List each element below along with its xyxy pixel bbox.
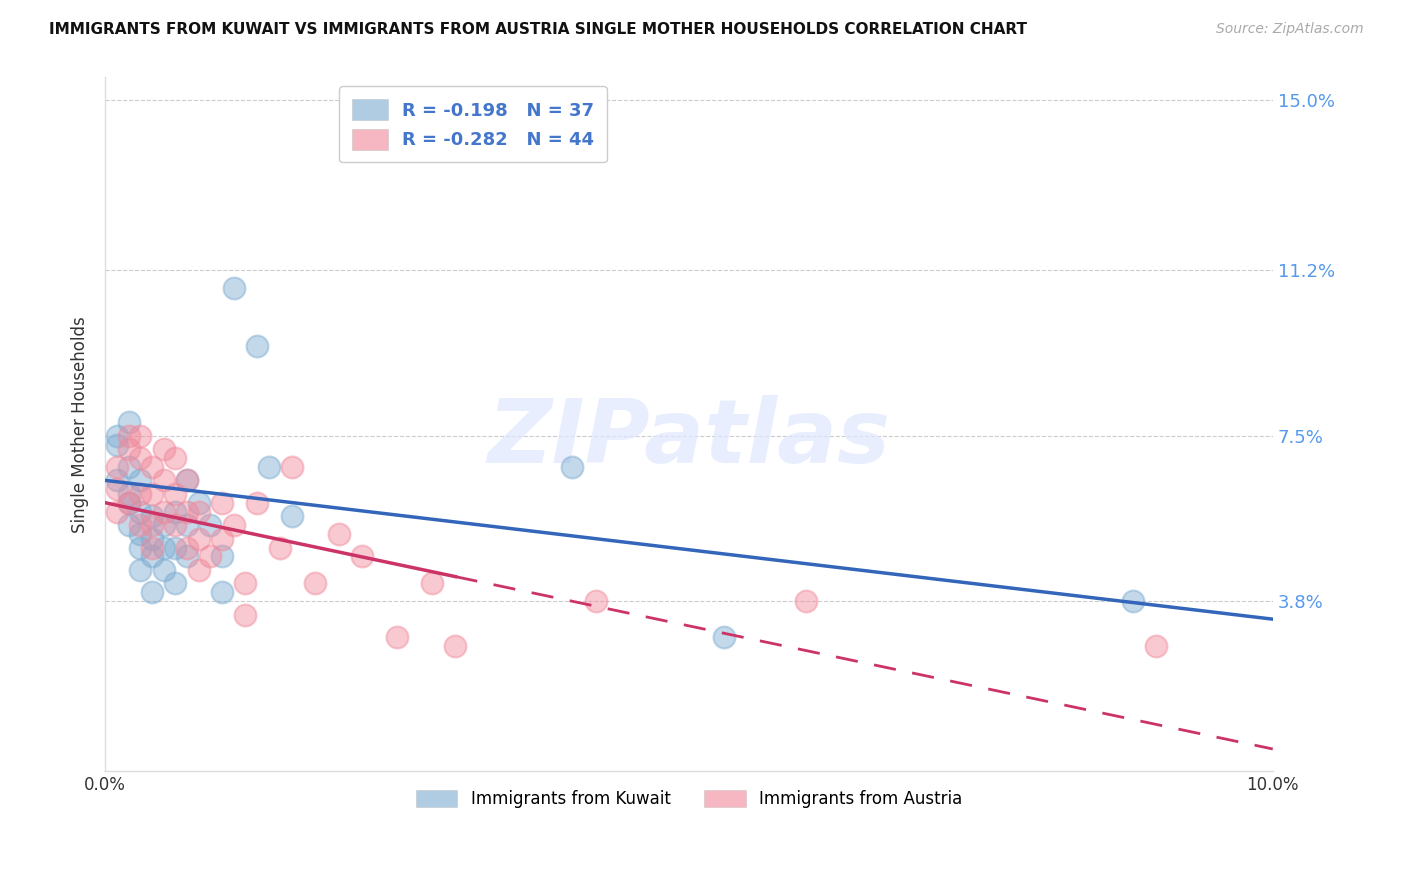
Point <box>165 450 187 465</box>
Point <box>141 459 163 474</box>
Point <box>165 487 187 501</box>
Point <box>129 487 152 501</box>
Text: IMMIGRANTS FROM KUWAIT VS IMMIGRANTS FROM AUSTRIA SINGLE MOTHER HOUSEHOLDS CORRE: IMMIGRANTS FROM KUWAIT VS IMMIGRANTS FRO… <box>49 22 1028 37</box>
Point <box>152 474 174 488</box>
Point <box>105 459 128 474</box>
Point <box>211 585 233 599</box>
Point <box>1144 639 1167 653</box>
Point <box>211 496 233 510</box>
Point <box>176 505 198 519</box>
Point <box>1122 594 1144 608</box>
Point <box>117 415 139 429</box>
Point <box>246 496 269 510</box>
Point <box>585 594 607 608</box>
Point <box>211 549 233 564</box>
Point <box>165 576 187 591</box>
Point <box>129 428 152 442</box>
Point <box>281 459 304 474</box>
Point <box>233 607 256 622</box>
Point <box>105 483 128 497</box>
Point <box>211 532 233 546</box>
Point <box>176 541 198 555</box>
Point <box>141 487 163 501</box>
Point <box>129 450 152 465</box>
Point <box>165 518 187 533</box>
Point <box>561 459 583 474</box>
Point <box>141 518 163 533</box>
Legend: Immigrants from Kuwait, Immigrants from Austria: Immigrants from Kuwait, Immigrants from … <box>409 783 969 815</box>
Point <box>187 505 209 519</box>
Point <box>187 563 209 577</box>
Point <box>152 518 174 533</box>
Point <box>129 563 152 577</box>
Point <box>233 576 256 591</box>
Point <box>176 518 198 533</box>
Point <box>176 549 198 564</box>
Point <box>385 630 408 644</box>
Point <box>304 576 326 591</box>
Point <box>117 487 139 501</box>
Point <box>117 518 139 533</box>
Y-axis label: Single Mother Households: Single Mother Households <box>72 316 89 533</box>
Point <box>117 496 139 510</box>
Point <box>269 541 291 555</box>
Point <box>165 541 187 555</box>
Point <box>200 549 222 564</box>
Point <box>105 428 128 442</box>
Point <box>105 437 128 451</box>
Point <box>129 541 152 555</box>
Point <box>152 563 174 577</box>
Point <box>152 442 174 456</box>
Point <box>129 474 152 488</box>
Point <box>141 541 163 555</box>
Point <box>187 532 209 546</box>
Point <box>187 496 209 510</box>
Point <box>281 509 304 524</box>
Point <box>713 630 735 644</box>
Point <box>105 505 128 519</box>
Point <box>141 585 163 599</box>
Point <box>117 442 139 456</box>
Point <box>794 594 817 608</box>
Point <box>420 576 443 591</box>
Point <box>141 549 163 564</box>
Point <box>129 518 152 533</box>
Point <box>165 505 187 519</box>
Point <box>117 459 139 474</box>
Point <box>141 532 163 546</box>
Point <box>152 541 174 555</box>
Point <box>222 281 245 295</box>
Point <box>200 518 222 533</box>
Point <box>152 505 174 519</box>
Point <box>141 509 163 524</box>
Point <box>246 339 269 353</box>
Text: Source: ZipAtlas.com: Source: ZipAtlas.com <box>1216 22 1364 37</box>
Point <box>328 527 350 541</box>
Text: ZIPatlas: ZIPatlas <box>488 395 890 482</box>
Point <box>117 428 139 442</box>
Point <box>176 474 198 488</box>
Point <box>352 549 374 564</box>
Point <box>105 474 128 488</box>
Point <box>257 459 280 474</box>
Point <box>129 527 152 541</box>
Point <box>117 496 139 510</box>
Point <box>222 518 245 533</box>
Point <box>444 639 467 653</box>
Point <box>176 474 198 488</box>
Point <box>129 505 152 519</box>
